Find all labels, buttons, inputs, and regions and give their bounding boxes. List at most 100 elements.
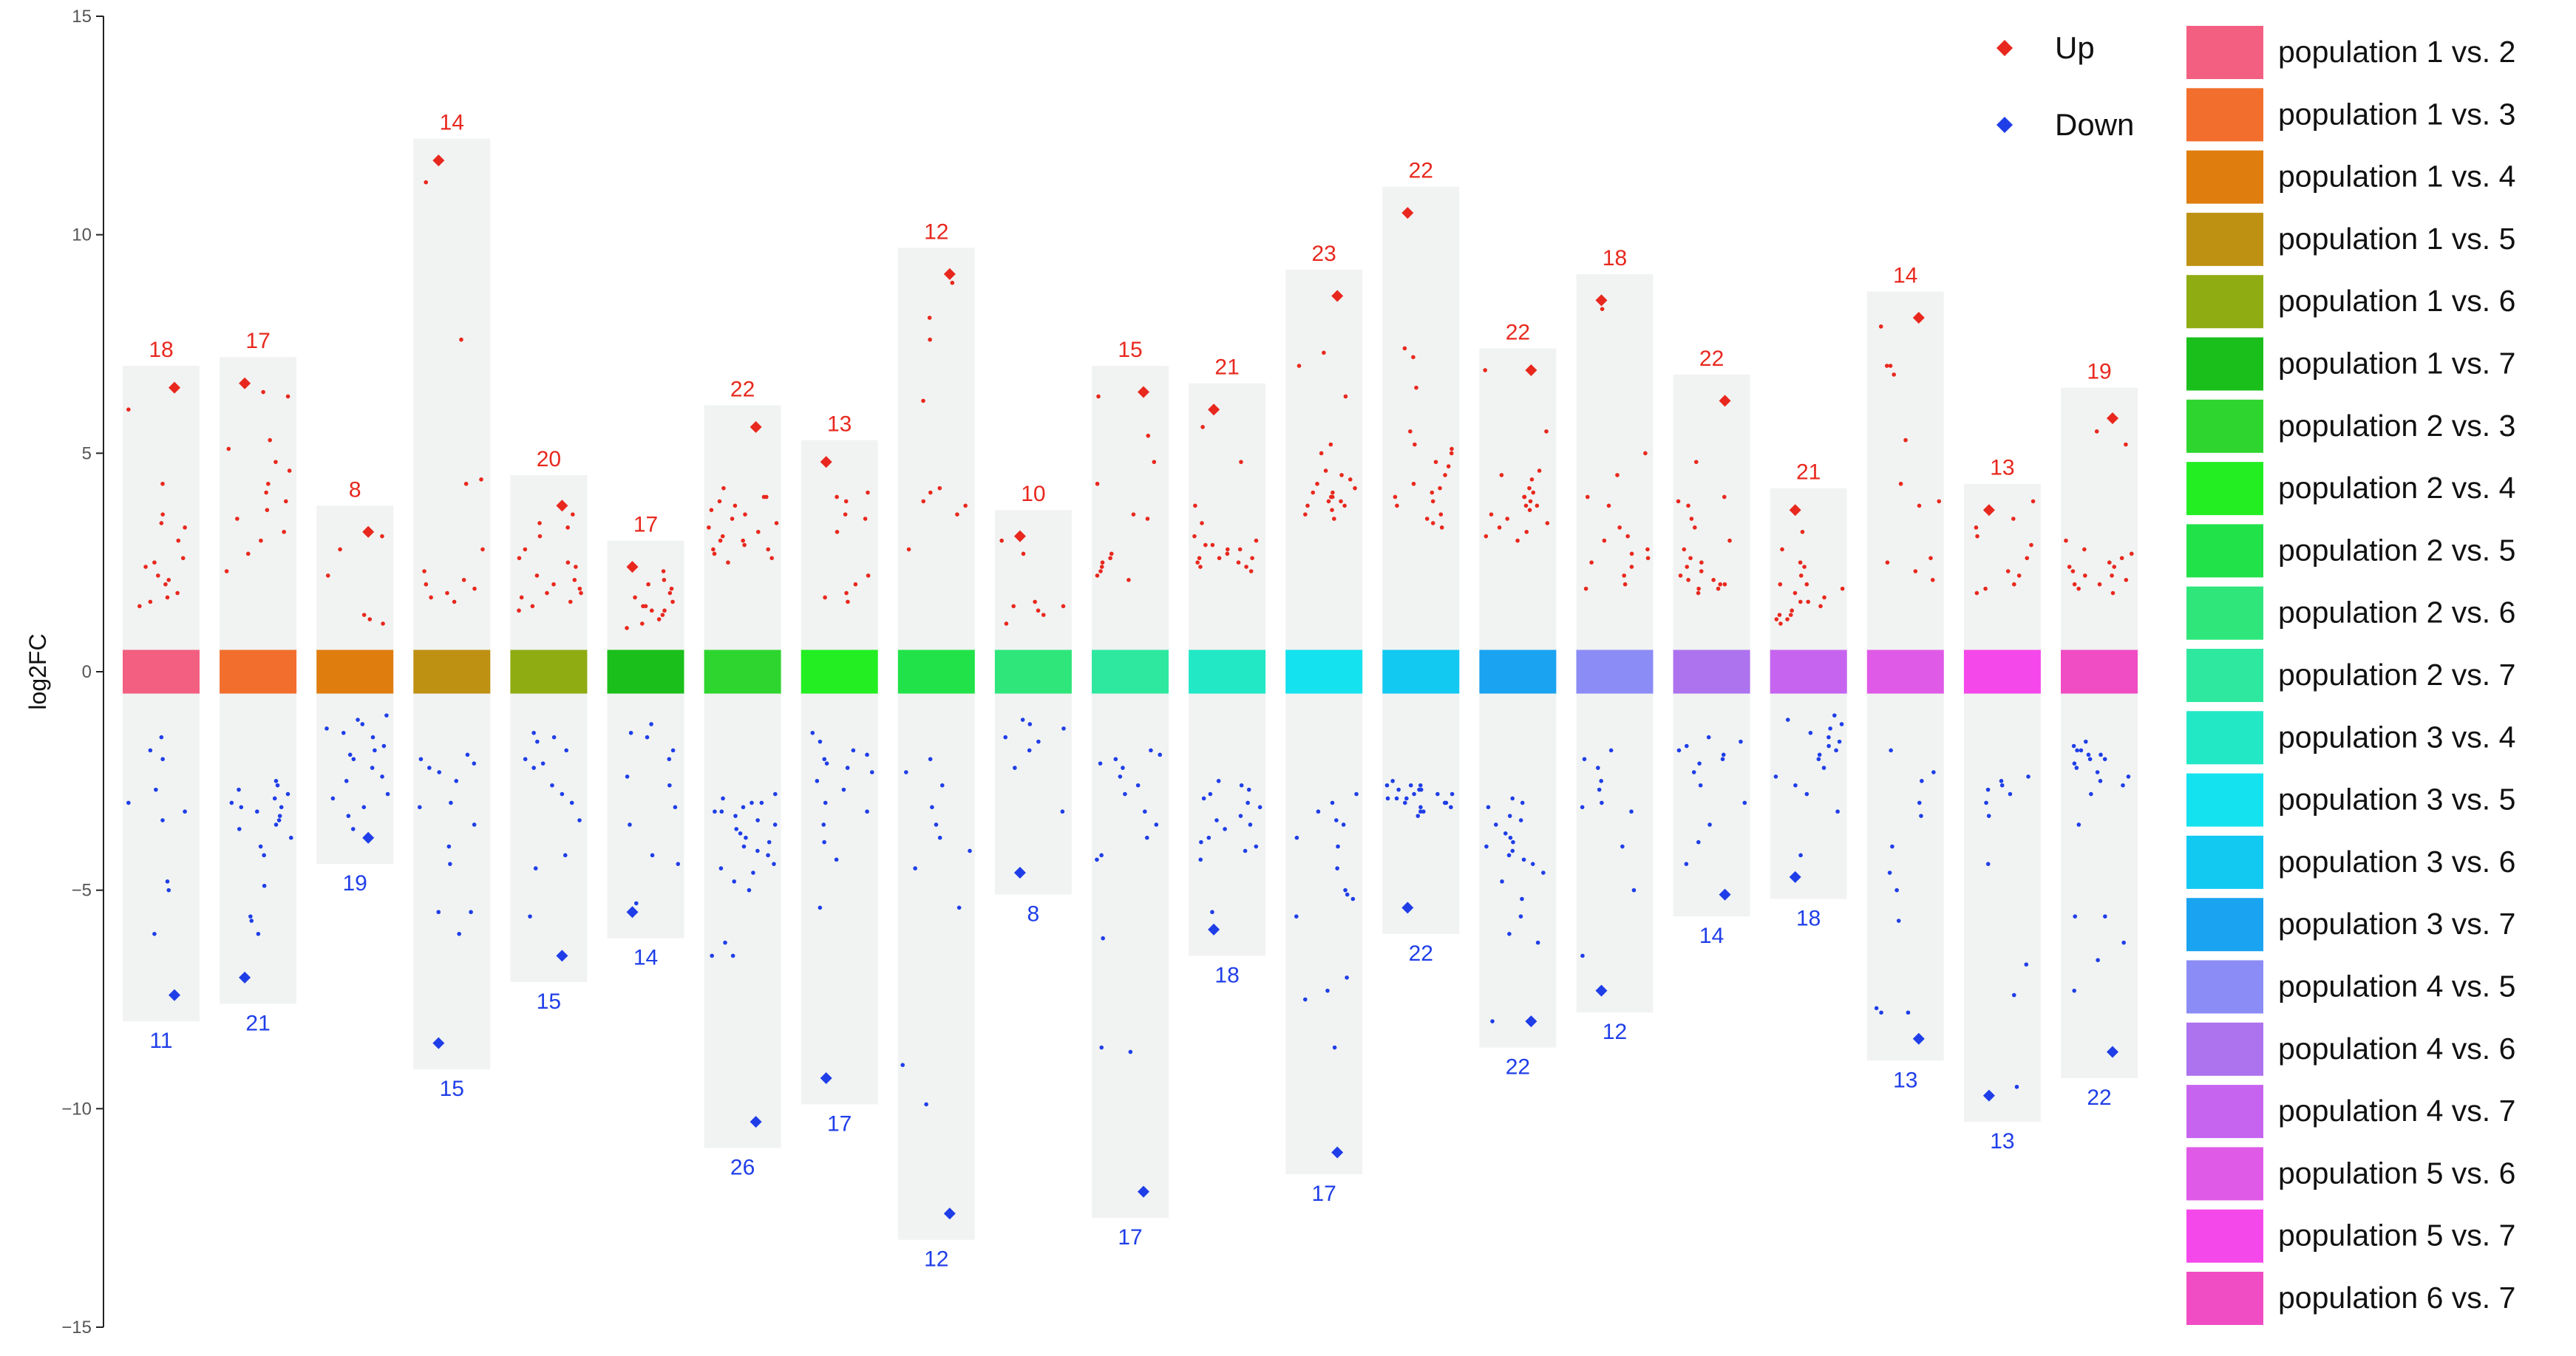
up-point [1696, 590, 1701, 596]
down-point [1889, 748, 1893, 753]
up-point [545, 590, 549, 596]
up-highlight-point [1331, 290, 1344, 302]
down-point [1510, 796, 1515, 801]
up-point [1544, 429, 1549, 434]
down-point [1518, 914, 1523, 919]
up-point [1095, 573, 1100, 578]
down-point [1580, 805, 1585, 810]
down-point [1099, 1045, 1104, 1050]
band-7 [704, 405, 781, 1148]
down-point [1060, 809, 1065, 814]
up-point [1484, 534, 1489, 539]
down-point [469, 910, 473, 915]
down-point [277, 814, 282, 818]
down-point [285, 791, 290, 797]
up-highlight-point [556, 500, 568, 512]
down-point [1416, 814, 1421, 818]
up-highlight-point [943, 268, 956, 280]
down-point [710, 953, 714, 958]
down-point [628, 730, 633, 735]
band-20 [1963, 483, 2041, 1122]
up-point [1152, 460, 1157, 464]
down-point [160, 818, 165, 822]
down-point [1013, 766, 1017, 770]
up-point [1615, 473, 1620, 477]
up-point [1413, 442, 1417, 447]
up-highlight-point [1208, 403, 1220, 416]
up-point [1099, 565, 1104, 569]
down-point [2087, 757, 2093, 762]
down-point [1345, 892, 1350, 897]
down-point [1418, 783, 1423, 788]
up-point [422, 569, 426, 573]
up-point [670, 599, 675, 604]
down-point [1334, 818, 1339, 822]
down-point [818, 905, 823, 910]
down-point [1521, 857, 1526, 862]
down-point [356, 718, 360, 722]
up-point [921, 398, 925, 403]
down-point [279, 805, 284, 810]
down-point [1135, 783, 1141, 788]
up-point [1414, 385, 1418, 390]
down-point [2096, 958, 2100, 963]
down-count-label: 26 [730, 1156, 755, 1180]
legend-swatch-21 [2186, 1272, 2263, 1325]
up-point [1527, 508, 1532, 513]
down-point [2089, 791, 2093, 797]
down-point [1418, 809, 1423, 814]
up-point [1446, 464, 1451, 469]
up-highlight-point [169, 381, 180, 394]
legend-label-14: population 3 vs. 6 [2278, 845, 2515, 879]
down-point [550, 783, 554, 788]
up-point [1217, 556, 1222, 561]
down-point [1541, 871, 1546, 875]
up-point [381, 621, 385, 626]
down-point [2079, 748, 2084, 753]
down-point [1629, 809, 1634, 814]
up-point [726, 560, 730, 565]
down-point [2121, 940, 2126, 945]
down-point [732, 879, 737, 884]
down-point [1417, 787, 1421, 792]
up-point [287, 469, 292, 473]
down-point [1685, 743, 1689, 749]
up-point [1303, 512, 1308, 517]
down-point [183, 809, 187, 814]
down-point [273, 822, 279, 827]
down-point [750, 800, 754, 805]
up-point [1699, 560, 1704, 565]
down-point [1931, 770, 1936, 774]
legend-label-10: population 2 vs. 6 [2278, 596, 2515, 630]
legend-label-1: population 1 vs. 2 [2278, 35, 2515, 69]
down-point [1208, 791, 1213, 797]
up-point [2110, 590, 2115, 596]
down-point [869, 770, 874, 774]
up-point [1528, 499, 1533, 504]
up-count-label: 17 [633, 513, 658, 537]
up-highlight-point [626, 561, 639, 573]
down-point [1920, 779, 1924, 783]
up-point [338, 547, 342, 552]
down-point [159, 735, 164, 740]
up-point [1790, 608, 1794, 613]
down-point [1294, 835, 1299, 840]
up-point [2070, 569, 2076, 573]
up-point [1606, 503, 1611, 508]
down-highlight-point [1789, 871, 1801, 883]
up-point [1095, 481, 1100, 486]
down-point [249, 919, 254, 923]
up-point [937, 485, 942, 491]
up-point [1975, 534, 1979, 539]
up-point [853, 582, 858, 587]
up-point [1395, 503, 1399, 508]
up-point [2016, 573, 2022, 578]
up-count-label: 14 [440, 111, 464, 135]
y-tick-label: −15 [61, 1318, 92, 1338]
up-point [163, 582, 168, 587]
up-point [1798, 599, 1803, 604]
down-point [262, 883, 267, 888]
down-point [465, 752, 470, 757]
down-point [1113, 757, 1118, 762]
down-point [2126, 774, 2131, 779]
